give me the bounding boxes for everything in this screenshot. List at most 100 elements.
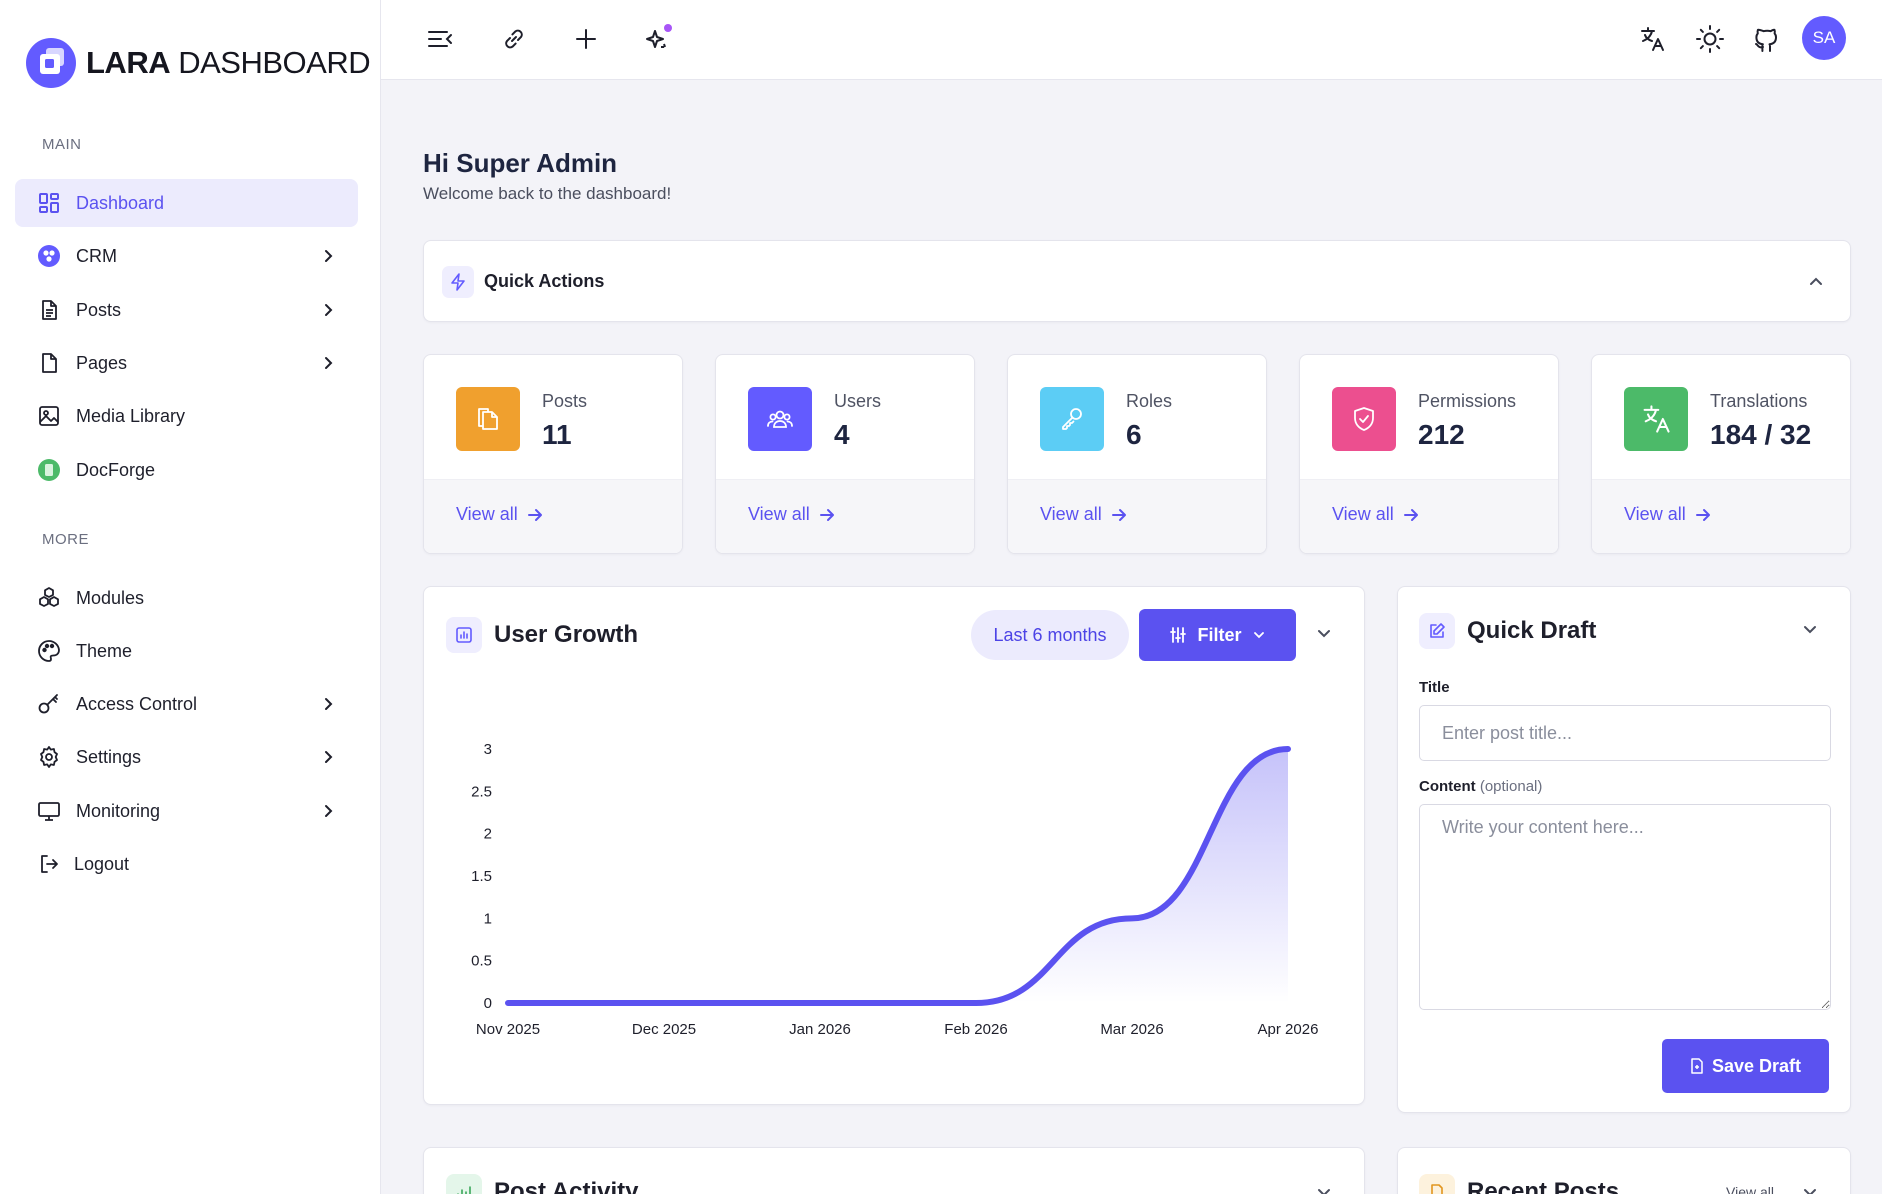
page-subtitle: Welcome back to the dashboard!	[423, 184, 672, 203]
sidebar: LARA DASHBOARD MAIN Dashboard CRM Posts …	[0, 0, 381, 1194]
chevron-down-icon[interactable]	[1314, 623, 1334, 643]
sidebar-item-label: DocForge	[76, 459, 156, 480]
stat-value: 11	[542, 419, 572, 450]
page-title: Hi Super Admin	[423, 148, 618, 178]
y-tick-label: 2	[484, 826, 492, 843]
users-icon	[748, 387, 812, 451]
y-tick-label: 1	[484, 910, 492, 927]
recent-posts-view-all[interactable]: View all	[1726, 1184, 1774, 1194]
x-tick-label: Nov 2025	[476, 1021, 540, 1038]
document-icon	[1691, 1058, 1703, 1074]
y-tick-label: 1.5	[471, 868, 492, 885]
lightning-icon	[442, 266, 474, 298]
y-tick-label: 3	[484, 741, 492, 758]
link-icon[interactable]	[497, 22, 531, 56]
github-icon[interactable]	[1749, 22, 1783, 56]
recent-posts-panel: Recent Posts View all	[1397, 1147, 1851, 1194]
series-area	[508, 749, 1288, 1003]
user-growth-panel: 0 0.5 1 1.5 2 2.5 3 Nov 2025 Dec 2025 Jan 2026 Feb…	[423, 586, 1365, 1105]
avatar[interactable]: SA	[1802, 16, 1846, 60]
chevron-down-icon[interactable]	[1800, 619, 1820, 639]
arrow-right-icon	[1111, 508, 1126, 521]
view-all-link[interactable]: View all	[1040, 504, 1128, 525]
post-activity-panel: Post Activity	[423, 1147, 1365, 1194]
docforge-icon	[37, 458, 61, 482]
logo-icon	[26, 38, 76, 88]
sidebar-item-docforge[interactable]: DocForge	[15, 446, 358, 494]
sparkles-icon[interactable]	[641, 22, 675, 56]
view-all-link[interactable]: View all	[1624, 504, 1712, 525]
sidebar-item-media-library[interactable]: Media Library	[15, 392, 358, 440]
post-title-input[interactable]	[1419, 705, 1831, 761]
sliders-icon	[1170, 627, 1187, 643]
stat-card-users: Users 4 View all	[715, 354, 975, 554]
post-content-textarea[interactable]	[1419, 804, 1831, 1010]
sidebar-item-label: Logout	[74, 853, 130, 874]
chart-icon	[446, 617, 482, 653]
modules-icon	[37, 586, 61, 610]
sidebar-item-crm[interactable]: CRM	[15, 232, 358, 280]
x-tick-label: Apr 2026	[1258, 1021, 1319, 1038]
document-icon	[1419, 1174, 1455, 1194]
sidebar-item-label: Dashboard	[76, 192, 165, 213]
palette-icon	[37, 639, 61, 663]
chevron-right-icon	[318, 747, 338, 767]
stat-label: Posts	[542, 391, 588, 411]
view-all-link[interactable]: View all	[1332, 504, 1420, 525]
filter-button[interactable]: Filter	[1139, 609, 1296, 661]
stat-label: Users	[834, 391, 882, 411]
view-all-link[interactable]: View all	[456, 504, 544, 525]
chevron-down-icon[interactable]	[1314, 1182, 1334, 1194]
top-header: SA	[381, 0, 1882, 80]
recent-posts-title: Recent Posts	[1467, 1178, 1620, 1194]
logout-icon	[37, 852, 61, 876]
content-label: Content (optional)	[1419, 778, 1543, 795]
quick-draft-title: Quick Draft	[1467, 617, 1597, 644]
sidebar-item-pages[interactable]: Pages	[15, 339, 358, 387]
menu-collapse-icon[interactable]	[423, 22, 457, 56]
chevron-right-icon	[318, 353, 338, 373]
chevron-right-icon	[318, 300, 338, 320]
stat-value: 212	[1418, 419, 1465, 450]
grid-icon	[37, 191, 61, 215]
sidebar-item-label: Pages	[76, 352, 128, 373]
date-range-pill[interactable]: Last 6 months	[971, 610, 1129, 660]
activity-chart-icon	[446, 1174, 482, 1194]
stat-card-posts: Posts 11 View all	[423, 354, 683, 554]
arrow-right-icon	[819, 508, 834, 521]
sidebar-item-settings[interactable]: Settings	[15, 733, 358, 781]
view-all-link[interactable]: View all	[748, 504, 836, 525]
plus-icon[interactable]	[569, 22, 603, 56]
quick-actions-panel[interactable]: Quick Actions	[423, 240, 1851, 322]
arrow-right-icon	[1403, 508, 1418, 521]
chevron-down-icon	[1253, 632, 1264, 639]
title-label: Title	[1419, 679, 1450, 696]
stat-label: Translations	[1710, 391, 1808, 411]
chevron-down-icon[interactable]	[1800, 1182, 1820, 1194]
sidebar-item-label: Theme	[76, 640, 133, 661]
image-icon	[37, 404, 61, 428]
sun-icon[interactable]	[1693, 22, 1727, 56]
y-tick-label: 2.5	[471, 783, 492, 800]
sidebar-item-posts[interactable]: Posts	[15, 286, 358, 334]
save-draft-button[interactable]: Save Draft	[1662, 1039, 1829, 1093]
sidebar-item-monitoring[interactable]: Monitoring	[15, 787, 358, 835]
quick-actions-title: Quick Actions	[484, 271, 605, 291]
brand-name: LARA DASHBOARD	[86, 45, 371, 80]
stat-card-translations: Translations 184 / 32 View all	[1591, 354, 1851, 554]
sidebar-item-theme[interactable]: Theme	[15, 627, 358, 675]
user-growth-title: User Growth	[494, 621, 639, 648]
document-icon	[37, 298, 61, 322]
stat-label: Roles	[1126, 391, 1173, 411]
chevron-up-icon[interactable]	[1806, 271, 1826, 291]
y-tick-label: 0.5	[471, 953, 492, 970]
sidebar-item-label: Posts	[76, 299, 122, 320]
brand-logo[interactable]: LARA DASHBOARD	[26, 38, 371, 88]
sidebar-item-modules[interactable]: Modules	[15, 574, 358, 622]
arrow-right-icon	[527, 508, 542, 521]
translate-icon[interactable]	[1635, 22, 1669, 56]
sidebar-item-logout[interactable]: Logout	[15, 840, 358, 888]
edit-icon	[1419, 613, 1455, 649]
sidebar-item-access-control[interactable]: Access Control	[15, 680, 358, 728]
sidebar-item-dashboard[interactable]: Dashboard	[15, 179, 358, 227]
